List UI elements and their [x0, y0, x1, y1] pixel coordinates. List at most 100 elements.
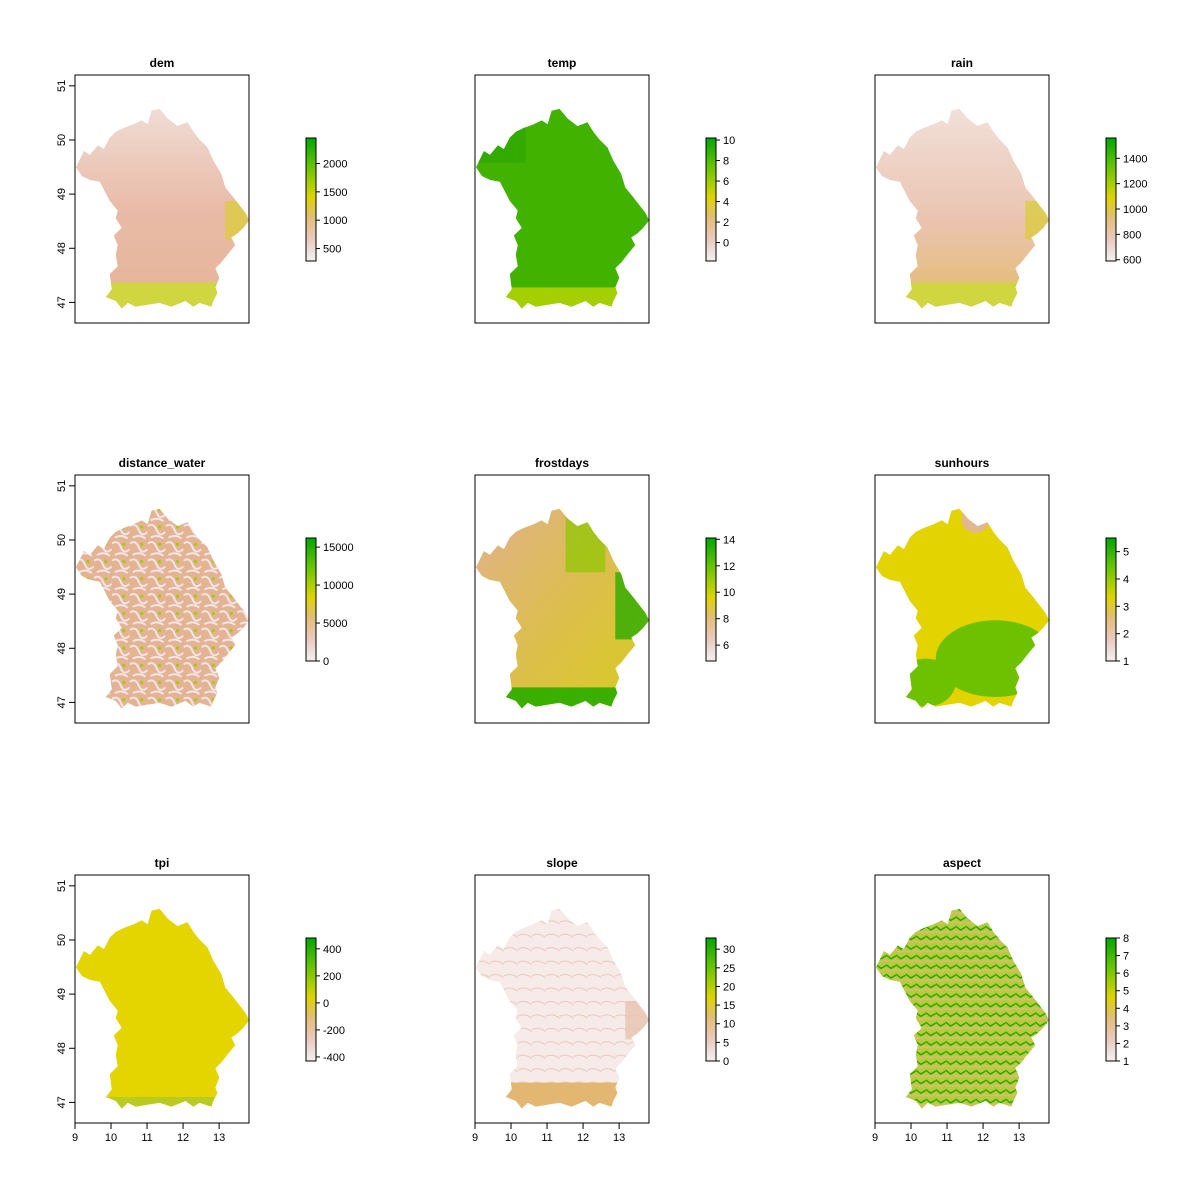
raster-map [475, 908, 650, 1110]
colorbar-tick-label: 14 [723, 534, 735, 546]
colorbar-tick-label: 4 [1123, 574, 1129, 586]
colorbar-tick-label: 10 [723, 135, 735, 147]
panel-slope: slope 9 10 11 12 13 0 5 10 15 20 25 30 [472, 856, 735, 1144]
plot-frame [874, 874, 1050, 1124]
y-tick-label: 47 [56, 696, 68, 708]
x-tick-label: 9 [472, 1132, 478, 1144]
colorbar-tick-label: 10 [723, 1019, 735, 1031]
colorbar-legend: -400 -200 0 200 400 [305, 937, 345, 1064]
y-tick-label: 48 [56, 242, 68, 254]
y-tick-label: 51 [56, 80, 68, 92]
raster-map [75, 508, 250, 710]
colorbar-legend: 0 2 4 6 8 10 [705, 135, 735, 262]
y-tick-label: 49 [56, 188, 68, 200]
colorbar-tick-label: 800 [1123, 229, 1141, 241]
y-tick-label: 50 [56, 134, 68, 146]
x-tick-label: 12 [177, 1132, 189, 1144]
plot-frame [474, 474, 650, 724]
y-tick-label: 47 [56, 1096, 68, 1108]
colorbar-tick-label: 5 [723, 1037, 729, 1049]
raster-map [875, 908, 1050, 1110]
colorbar-tick-label: 2 [1123, 1038, 1129, 1050]
x-tick-label: 12 [977, 1132, 989, 1144]
x-tick-label: 10 [505, 1132, 517, 1144]
plot-frame [474, 874, 650, 1124]
colorbar-tick-label: 1 [1123, 656, 1129, 668]
y-tick-label: 50 [56, 534, 68, 546]
colorbar-tick-label: -400 [323, 1052, 345, 1064]
colorbar-legend: 600 800 1000 1200 1400 [1105, 137, 1147, 267]
colorbar-legend: 500 1000 1500 2000 [305, 137, 347, 262]
colorbar-tick-label: 2 [1123, 629, 1129, 641]
colorbar-tick-label: 1500 [323, 187, 347, 199]
colorbar-tick-label: 1 [1123, 1056, 1129, 1068]
colorbar-tick-label: 5 [1123, 986, 1129, 998]
colorbar-tick-label: 15000 [323, 542, 354, 554]
x-tick-label: 10 [905, 1132, 917, 1144]
colorbar-tick-label: 1400 [1123, 153, 1147, 165]
colorbar-tick-label: 6 [723, 640, 729, 652]
colorbar-tick-label: 7 [1123, 951, 1129, 963]
colorbar-tick-label: 1000 [1123, 204, 1147, 216]
colorbar-tick-label: 15 [723, 1000, 735, 1012]
raster-map [875, 108, 1050, 310]
colorbar-tick-label: 12 [723, 561, 735, 573]
colorbar-tick-label: 0 [723, 1056, 729, 1068]
colorbar-legend: 6 8 10 12 14 [705, 534, 735, 662]
panel-title: sunhours [935, 456, 990, 470]
colorbar-tick-label: 25 [723, 963, 735, 975]
plot-frame [74, 74, 250, 324]
y-tick-label: 49 [56, 988, 68, 1000]
x-tick-label: 11 [941, 1132, 952, 1144]
panel-title: dem [150, 56, 175, 70]
panel-dem: dem 47 48 49 50 51 500 1000 1500 2000 [56, 56, 347, 324]
panel-title: rain [951, 56, 973, 70]
plot-frame [74, 874, 250, 1124]
colorbar-tick-label: 8 [1123, 933, 1129, 945]
colorbar-tick-label: 8 [723, 614, 729, 626]
y-tick-label: 49 [56, 588, 68, 600]
panel-title: frostdays [535, 456, 589, 470]
x-tick-label: 13 [1013, 1132, 1025, 1144]
x-tick-label: 10 [105, 1132, 117, 1144]
y-tick-label: 48 [56, 1042, 68, 1054]
colorbar-legend: 0 5 10 15 20 25 30 [705, 937, 735, 1068]
x-tick-label: 9 [72, 1132, 78, 1144]
colorbar-tick-label: 10 [723, 587, 735, 599]
colorbar-tick-label: 0 [723, 238, 729, 250]
colorbar-legend: 0 5000 10000 15000 [305, 537, 354, 668]
raster-map [875, 508, 1050, 710]
colorbar-tick-label: 600 [1123, 255, 1141, 267]
panel-tpi: tpi 47 48 49 50 51 9 10 11 12 13 -400 -200 0 200 400 [56, 856, 345, 1144]
colorbar-tick-label: 200 [323, 971, 341, 983]
colorbar-tick-label: 30 [723, 944, 735, 956]
x-tick-label: 12 [577, 1132, 589, 1144]
colorbar-tick-label: 3 [1123, 1021, 1129, 1033]
colorbar-legend: 1 2 3 4 5 [1105, 537, 1129, 668]
colorbar-tick-label: 2000 [323, 159, 347, 171]
x-tick-label: 13 [613, 1132, 625, 1144]
panel-title: tpi [155, 856, 170, 870]
colorbar-tick-label: 6 [1123, 968, 1129, 980]
y-tick-label: 50 [56, 934, 68, 946]
colorbar-tick-label: 8 [723, 156, 729, 168]
colorbar-tick-label: 400 [323, 944, 341, 956]
colorbar-tick-label: -200 [323, 1025, 345, 1037]
raster-map [75, 908, 250, 1110]
plot-frame [874, 474, 1050, 724]
panel-title: temp [548, 56, 577, 70]
panel-title: slope [546, 856, 578, 870]
y-tick-label: 51 [56, 480, 68, 492]
x-tick-label: 11 [141, 1132, 152, 1144]
colorbar-tick-label: 20 [723, 981, 735, 993]
colorbar-tick-label: 500 [323, 244, 341, 256]
plot-frame [74, 474, 250, 724]
panel-frostdays: frostdays 6 8 10 12 14 [474, 456, 735, 724]
colorbar-tick-label: 0 [323, 998, 329, 1010]
x-tick-label: 11 [541, 1132, 552, 1144]
raster-map [475, 508, 650, 710]
colorbar-legend: 1 2 3 4 5 6 7 8 [1105, 933, 1129, 1068]
panel-sunhours: sunhours 1 2 3 4 5 [874, 456, 1129, 724]
